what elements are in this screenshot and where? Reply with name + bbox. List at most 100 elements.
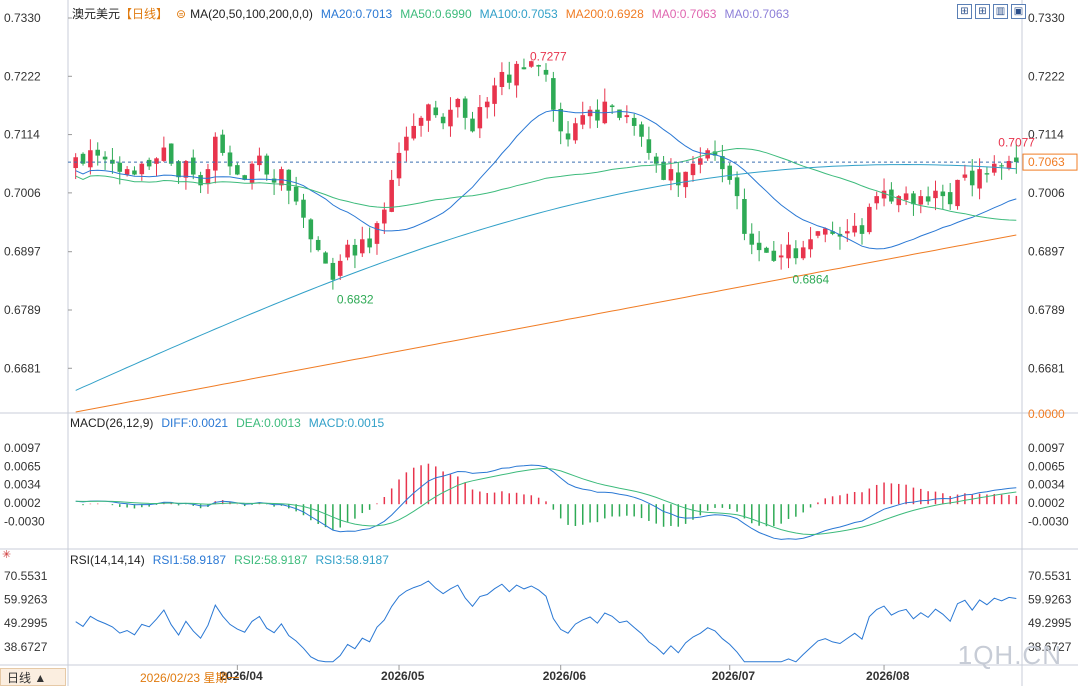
period-tag: 【日线】 bbox=[120, 7, 169, 21]
candle-body bbox=[977, 169, 982, 189]
candle-body bbox=[330, 262, 336, 280]
ma20-value: MA20:0.7013 bbox=[320, 7, 393, 21]
fullscreen-icon[interactable]: ▣ bbox=[1011, 4, 1026, 19]
candle-body bbox=[771, 250, 777, 261]
ma0a-value: MA0:0.7063 bbox=[651, 7, 717, 21]
candle-body bbox=[418, 117, 424, 126]
candle-body bbox=[455, 98, 461, 108]
macd-y-tick-right: 0.0002 bbox=[1028, 496, 1065, 510]
recent-high-annotation: 0.7077 bbox=[998, 136, 1035, 150]
candle-body bbox=[448, 109, 453, 127]
ma100-line bbox=[75, 163, 1017, 391]
macd-y-tick-right: 0.0065 bbox=[1028, 460, 1065, 474]
y-tick-label-left: 0.7114 bbox=[4, 128, 40, 142]
rsi-y-tick-right: 70.5531 bbox=[1028, 569, 1072, 583]
y-tick-label-right: 0.6897 bbox=[1028, 245, 1065, 259]
zoom-out-icon[interactable]: ▥ bbox=[993, 4, 1008, 19]
candle-body bbox=[881, 190, 887, 199]
macd-macd: MACD:0.0015 bbox=[308, 416, 385, 430]
candle-body bbox=[426, 104, 431, 121]
candle-body bbox=[499, 71, 505, 88]
candle-body bbox=[139, 163, 145, 175]
candle-body bbox=[337, 260, 343, 276]
y-tick-label-left: 0.7330 bbox=[4, 11, 41, 25]
rsi-y-tick-left: 70.5531 bbox=[4, 569, 48, 583]
y-tick-label-right: 0.6681 bbox=[1028, 361, 1065, 375]
macd-y-tick-left: 0.0065 bbox=[4, 460, 41, 474]
candle-body bbox=[609, 105, 615, 108]
candle-body bbox=[551, 78, 556, 110]
rsi-marker-icon: ✳ bbox=[2, 549, 11, 561]
candle-body bbox=[778, 255, 784, 258]
candle-body bbox=[352, 244, 358, 256]
main-legend: 澳元美元【日线】 ⊜ MA(20,50,100,200,0,0) MA20:0.701… bbox=[72, 5, 797, 22]
y-tick-extra: 0.0000 bbox=[1028, 407, 1065, 421]
rsi2-value: RSI2:58.9187 bbox=[234, 553, 308, 567]
candle-body bbox=[749, 233, 755, 245]
candle-body bbox=[315, 239, 321, 251]
ma20-line bbox=[75, 109, 1017, 250]
candle-body bbox=[529, 61, 534, 67]
candle-body bbox=[102, 156, 108, 160]
rsi-line bbox=[75, 580, 1017, 663]
candle-body bbox=[124, 169, 130, 175]
y-tick-label-left: 0.6681 bbox=[4, 361, 41, 375]
candle-body bbox=[742, 199, 747, 234]
candle-body bbox=[462, 98, 468, 118]
candle-body bbox=[903, 193, 909, 200]
candle-body bbox=[786, 244, 791, 259]
zoom-in-icon[interactable]: ⊞ bbox=[975, 4, 990, 19]
crosshair-icon[interactable]: ⊞ bbox=[957, 4, 972, 19]
candle-body bbox=[323, 252, 328, 264]
macd-y-tick-right: 0.0097 bbox=[1028, 441, 1065, 455]
candle-body bbox=[374, 223, 380, 244]
candle-body bbox=[969, 170, 975, 186]
y-tick-label-left: 0.7222 bbox=[4, 69, 41, 83]
candle-body bbox=[536, 65, 541, 67]
candle-body bbox=[734, 177, 740, 197]
candle-body bbox=[867, 206, 872, 233]
candle-body bbox=[264, 155, 270, 175]
rsi-y-tick-right: 49.2995 bbox=[1028, 616, 1072, 630]
candle-body bbox=[911, 193, 916, 205]
low-annotation-1: 0.6832 bbox=[337, 293, 374, 307]
candle-body bbox=[764, 247, 769, 253]
candle-body bbox=[205, 169, 211, 185]
candle-body bbox=[404, 136, 409, 151]
high-annotation: 0.7277 bbox=[530, 50, 567, 64]
candle-body bbox=[146, 159, 152, 167]
y-tick-label-right: 0.7006 bbox=[1028, 186, 1065, 200]
macd-params: MACD(26,12,9) bbox=[70, 416, 154, 430]
candle-body bbox=[543, 69, 549, 75]
candle-body bbox=[235, 165, 240, 175]
candle-body bbox=[440, 116, 446, 124]
ma200-value: MA200:0.6928 bbox=[565, 7, 644, 21]
candle-body bbox=[198, 175, 203, 186]
y-tick-label-left: 0.6897 bbox=[4, 245, 41, 259]
period-selector[interactable]: 日线 ▲ bbox=[0, 668, 66, 686]
candle-body bbox=[845, 231, 850, 234]
ma200-line bbox=[75, 234, 1017, 413]
macd-diff: DIFF:0.0021 bbox=[161, 416, 229, 430]
settings-icon[interactable]: ⊜ bbox=[176, 7, 187, 21]
candle-body bbox=[95, 149, 100, 156]
candle-body bbox=[279, 169, 284, 186]
candle-body bbox=[624, 115, 630, 118]
last-price-value: 0.7063 bbox=[1028, 155, 1065, 169]
candle-body bbox=[117, 162, 123, 172]
macd-y-tick-right: 0.0034 bbox=[1028, 478, 1065, 492]
candle-body bbox=[308, 219, 314, 240]
rsi-y-tick-right: 59.9263 bbox=[1028, 593, 1072, 607]
candle-body bbox=[286, 169, 292, 191]
rsi3-value: RSI3:58.9187 bbox=[315, 553, 389, 567]
candle-body bbox=[433, 107, 439, 116]
candle-body bbox=[918, 196, 924, 205]
candle-body bbox=[727, 165, 732, 180]
candle-body bbox=[639, 124, 644, 137]
candle-body bbox=[1006, 161, 1012, 169]
candle-body bbox=[580, 115, 586, 125]
candle-body bbox=[367, 238, 372, 248]
candle-body bbox=[793, 248, 799, 259]
candle-body bbox=[587, 109, 593, 117]
